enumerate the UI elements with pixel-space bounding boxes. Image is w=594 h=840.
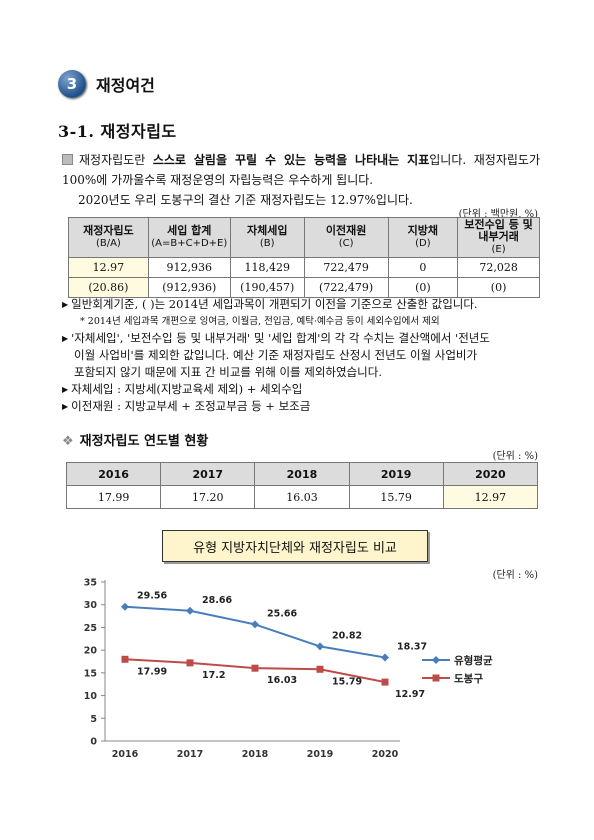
table-header: 자체세입 (B) [229, 217, 305, 258]
chart-title-box: 유형 지방자치단체와 재정자립도 비교 [162, 530, 428, 562]
y-tick-label: 35 [84, 578, 97, 589]
legend-marker [432, 656, 440, 664]
note-item: ▶ 일반회계기준, ( )는 2014년 세입과목이 개편되기 이전을 기준으로 … [62, 297, 478, 311]
table-cell: 912,936 [147, 257, 231, 278]
notes: ▶ 일반회계기준, ( )는 2014년 세입과목이 개편되기 이전을 기준으로 … [62, 296, 542, 415]
data-point [316, 642, 324, 651]
triangle-bullet-icon: ▶ [62, 300, 69, 309]
data-label: 25.66 [267, 608, 297, 619]
data-label: 15.79 [332, 676, 362, 687]
table-cell: 15.79 [348, 485, 444, 509]
table-row: 12.97 912,936 118,429 722,479 0 72,028 [68, 257, 540, 278]
table-header: 2018 [254, 462, 350, 486]
y-tick-label: 30 [84, 600, 98, 611]
table-cell: (20.86) [68, 277, 149, 298]
data-label: 17.2 [202, 670, 225, 681]
data-point [316, 665, 324, 673]
data-point [251, 664, 259, 672]
note-item: ▶ 자체세입 : 지방세(지방교육세 제외) + 세외수입 [62, 382, 303, 396]
data-label: 17.99 [137, 666, 167, 677]
table-cell: (0) [457, 277, 540, 298]
table-header: 2020 [442, 462, 539, 486]
line-chart: 0 5 10 15 20 25 30 35 2016 2017 2018 2019 2020 29.56… [84, 578, 493, 761]
y-tick-label: 10 [84, 691, 98, 702]
data-point [381, 678, 389, 686]
table-cell: 12.97 [68, 257, 149, 278]
note-small: * 2014년 세입과목 개편으로 잉여금, 이월금, 전입금, 예탁·예수금 … [80, 316, 440, 327]
y-tick-label: 5 [90, 714, 97, 725]
table-row: 17.99 17.20 16.03 15.79 12.97 [65, 485, 539, 509]
data-label: 16.03 [267, 675, 297, 686]
triangle-bullet-icon: ▶ [62, 402, 69, 411]
legend-marker [432, 674, 440, 682]
table-cell: 12.97 [442, 485, 539, 509]
data-point [121, 655, 129, 663]
table1-unit: (단위 : 백만원, %) [458, 209, 538, 220]
subsection-title: 3-1. 재정자립도 [58, 122, 177, 141]
trend-title: ❖ 재정자립도 연도별 현황 [62, 434, 209, 449]
table-cell: 16.03 [254, 485, 350, 509]
trend-unit: (단위 : %) [492, 451, 538, 462]
data-label: 12.97 [395, 689, 425, 700]
table-header: 보전수입 등 및 내부거래 (E) [457, 217, 540, 258]
table-cell: (722,479) [303, 277, 389, 298]
table-header: 세입 합계 (A=B+C+D+E) [147, 217, 231, 258]
intro-highlight: 스스로 살림을 꾸릴 수 있는 능력을 나타내는 지표 [152, 153, 430, 167]
y-tick-label: 25 [84, 623, 97, 634]
table-cell: 17.20 [160, 485, 256, 509]
table-header: 이전재원 (C) [303, 217, 389, 258]
x-tick-label: 2016 [112, 749, 139, 760]
table-cell: 722,479 [303, 257, 389, 278]
fiscal-independence-table: 재정자립도 (B/A) 세입 합계 (A=B+C+D+E) 자체세입 (B) 이전재원… [68, 217, 540, 298]
square-bullet-icon [62, 154, 73, 165]
y-tick-label: 20 [84, 646, 98, 657]
note-item: ▶ 이전재원 : 지방교부세 + 조정교부금 등 + 보조금 [62, 399, 311, 413]
intro-paragraph: 재정자립도란 스스로 살림을 꾸릴 수 있는 능력을 나타내는 지표입니다. 재… [62, 150, 540, 210]
triangle-bullet-icon: ▶ [62, 334, 69, 343]
y-tick-label: 0 [90, 737, 97, 748]
section-header: 3 재정여건 [58, 70, 155, 98]
chart-unit: (단위 : %) [492, 570, 538, 581]
table-cell: 72,028 [457, 257, 540, 278]
x-tick-label: 2018 [242, 749, 269, 760]
section-title: 재정여건 [96, 76, 155, 95]
triangle-bullet-icon: ▶ [62, 385, 69, 394]
table-header: 2017 [160, 462, 256, 486]
table-header-row: 재정자립도 (B/A) 세입 합계 (A=B+C+D+E) 자체세입 (B) 이전재원… [68, 217, 540, 258]
data-label: 28.66 [202, 595, 232, 606]
table-row: (20.86) (912,936) (190,457) (722,479) (0… [68, 277, 540, 298]
diamond-bullet-icon: ❖ [62, 434, 74, 449]
data-point [381, 653, 389, 662]
table-header: 지방채 (D) [387, 217, 459, 258]
x-tick-label: 2017 [177, 749, 203, 760]
x-tick-label: 2019 [307, 749, 333, 760]
section-number-badge: 3 [58, 70, 86, 98]
data-point [251, 620, 259, 629]
data-point [186, 659, 194, 667]
data-point [186, 606, 194, 615]
data-label: 29.56 [137, 591, 167, 602]
intro-part1: 재정자립도란 [79, 153, 153, 167]
table-header: 2016 [65, 462, 162, 486]
table-cell: 17.99 [65, 485, 162, 509]
data-label: 20.82 [332, 630, 362, 641]
table-header: 2019 [348, 462, 444, 486]
table-cell: 118,429 [229, 257, 305, 278]
legend-label: 도봉구 [454, 673, 483, 685]
table-cell: 0 [387, 257, 459, 278]
y-tick-label: 15 [84, 668, 97, 679]
table-cell: (912,936) [147, 277, 231, 298]
legend-label: 유형평균 [454, 654, 493, 667]
intro-part2: 입니다. 재정자립도가 100%에 가까울수록 재정운영의 자립능력은 우수하게… [62, 153, 540, 187]
table-header: 재정자립도 (B/A) [68, 217, 149, 258]
data-point [121, 602, 129, 611]
trend-table: 2016 2017 2018 2019 2020 17.99 17.20 16.… [65, 462, 539, 509]
data-label: 18.37 [397, 642, 427, 653]
x-tick-label: 2020 [372, 749, 399, 760]
table-header-row: 2016 2017 2018 2019 2020 [65, 462, 539, 486]
table-cell: (190,457) [229, 277, 305, 298]
table-cell: (0) [387, 277, 459, 298]
note-item: ▶ '자체세입', '보전수입 등 및 내부거래' 및 '세입 합계'의 각 각 … [62, 331, 490, 379]
intro-line3: 2020년도 우리 도봉구의 결산 기준 재정자립도는 12.97%입니다. [78, 193, 413, 207]
